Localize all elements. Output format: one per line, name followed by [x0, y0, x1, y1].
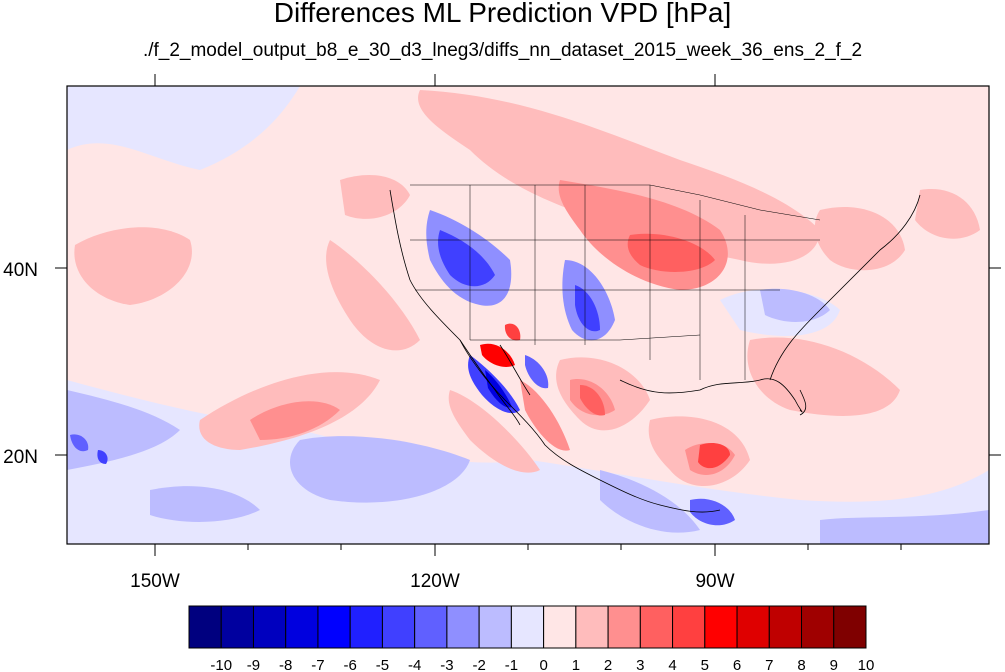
colorbar-swatch: [672, 605, 706, 649]
lon-label-150w: 150W: [130, 571, 180, 592]
colorbar-swatch: [736, 605, 770, 649]
colorbar-tick-label: -1: [505, 657, 518, 672]
colorbar-swatch: [543, 605, 577, 649]
colorbar-tick-label: -5: [376, 657, 389, 672]
colorbar-swatch: [414, 605, 448, 649]
state-boundaries-overlay: [410, 184, 821, 380]
colorbar-tick-label: 8: [797, 657, 805, 672]
colorbar-swatch: [607, 605, 641, 649]
axis-ticks: [55, 74, 1001, 556]
lat-label-40n: 40N: [3, 260, 38, 281]
colorbar-tick-label: 10: [858, 657, 875, 672]
map-panel: [67, 86, 989, 544]
colorbar-swatch: [801, 605, 835, 649]
colorbar-tick-label: -4: [408, 657, 421, 672]
colorbar-tick-label: 6: [733, 657, 741, 672]
lon-label-90w: 90W: [695, 571, 734, 592]
colorbar-tick-label: 4: [668, 657, 676, 672]
colorbar-tick-label: -8: [279, 657, 292, 672]
coastline-overlay: [389, 189, 921, 513]
colorbar-tick-label: -3: [440, 657, 453, 672]
colorbar-tick-label: 2: [604, 657, 612, 672]
colorbar-swatch: [639, 605, 674, 649]
colorbar-tick-label: 0: [539, 657, 547, 672]
colorbar-tick-label: 9: [830, 657, 838, 672]
colorbar-swatch: [285, 605, 319, 649]
colorbar-swatch: [510, 605, 545, 649]
colorbar-tick-label: 1: [572, 657, 580, 672]
colorbar-swatch: [575, 605, 609, 649]
colorbar-swatch: [704, 605, 738, 649]
colorbar-swatch: [317, 605, 351, 649]
lon-labels: 150W 120W 90W: [130, 571, 734, 592]
colorbar-tick-label: -2: [472, 657, 485, 672]
colorbar: -10 -9 -8 -7 -6 -5 -4 -3 -2 -1 0 1 2 3 4 5 6 7 8 9 10: [188, 605, 875, 672]
lat-label-20n: 20N: [3, 447, 38, 468]
colorbar-tick-label: 3: [636, 657, 644, 672]
lat-labels: 40N 20N: [3, 260, 38, 468]
colorbar-tick-label: -10: [210, 657, 232, 672]
lon-label-120w: 120W: [410, 571, 460, 592]
colorbar-swatch: [768, 605, 803, 649]
colorbar-swatch: [833, 605, 867, 649]
colorbar-swatch: [478, 605, 512, 649]
colorbar-swatch: [188, 605, 222, 649]
colorbar-swatch: [381, 605, 416, 649]
map-title: Differences ML Prediction VPD [hPa]: [273, 0, 732, 28]
colorbar-tick-label: -6: [344, 657, 357, 672]
map-subtitle: ./f_2_model_output_b8_e_30_d3_lneg3/diff…: [142, 40, 863, 61]
colorbar-tick-label: 5: [701, 657, 709, 672]
colorbar-tick-label: 7: [765, 657, 773, 672]
colorbar-swatch: [349, 605, 383, 649]
colorbar-tick-label: -7: [311, 657, 324, 672]
colorbar-tick-label: -9: [247, 657, 260, 672]
colorbar-swatch: [446, 605, 480, 649]
colorbar-swatch: [252, 605, 287, 649]
colorbar-swatch: [220, 605, 254, 649]
